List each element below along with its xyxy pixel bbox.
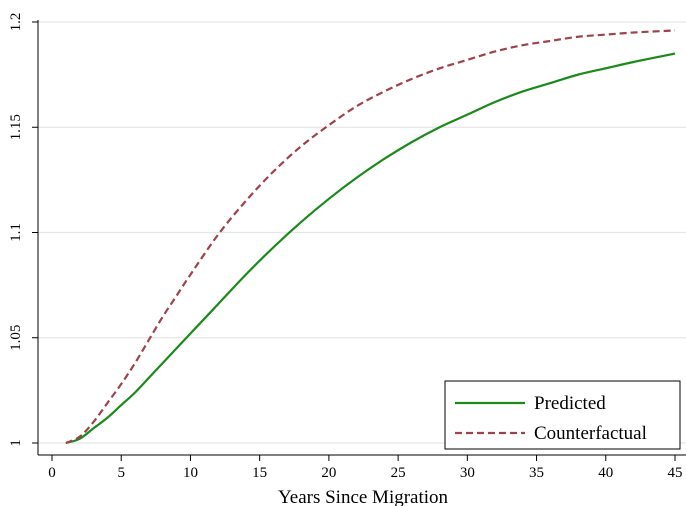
axes: 1 1.05 1.1 1.15 1.2 0 5 10 15 20 25 30 35 40 45	[8, 13, 686, 481]
x-tick-label: 40	[598, 465, 613, 481]
x-tick-label: 25	[391, 465, 406, 481]
x-axis-title: Years Since Migration	[278, 487, 449, 506]
y-tick-label: 1.1	[8, 223, 24, 242]
y-tick-label: 1.2	[8, 13, 24, 32]
legend-box	[444, 380, 681, 450]
x-tick-label: 0	[48, 465, 56, 481]
x-tick-label: 35	[529, 465, 544, 481]
series-line-counterfactual	[65, 29, 676, 445]
x-tick-label: 15	[252, 465, 267, 481]
legend-label: Counterfactual	[534, 423, 647, 444]
x-tick-label: 10	[183, 465, 198, 481]
x-tick-label: 45	[668, 465, 683, 481]
series-line-predicted	[65, 52, 676, 445]
series-lines	[65, 29, 676, 445]
x-tick-label: 5	[117, 465, 125, 481]
y-tick-label: 1.15	[8, 114, 24, 140]
y-tick-label: 1.05	[8, 325, 24, 351]
y-tick-label: 1	[8, 439, 24, 447]
legend: Predicted Counterfactual	[444, 380, 681, 450]
legend-label: Predicted	[534, 393, 606, 414]
x-tick-label: 20	[321, 465, 336, 481]
x-tick-label: 30	[460, 465, 475, 481]
